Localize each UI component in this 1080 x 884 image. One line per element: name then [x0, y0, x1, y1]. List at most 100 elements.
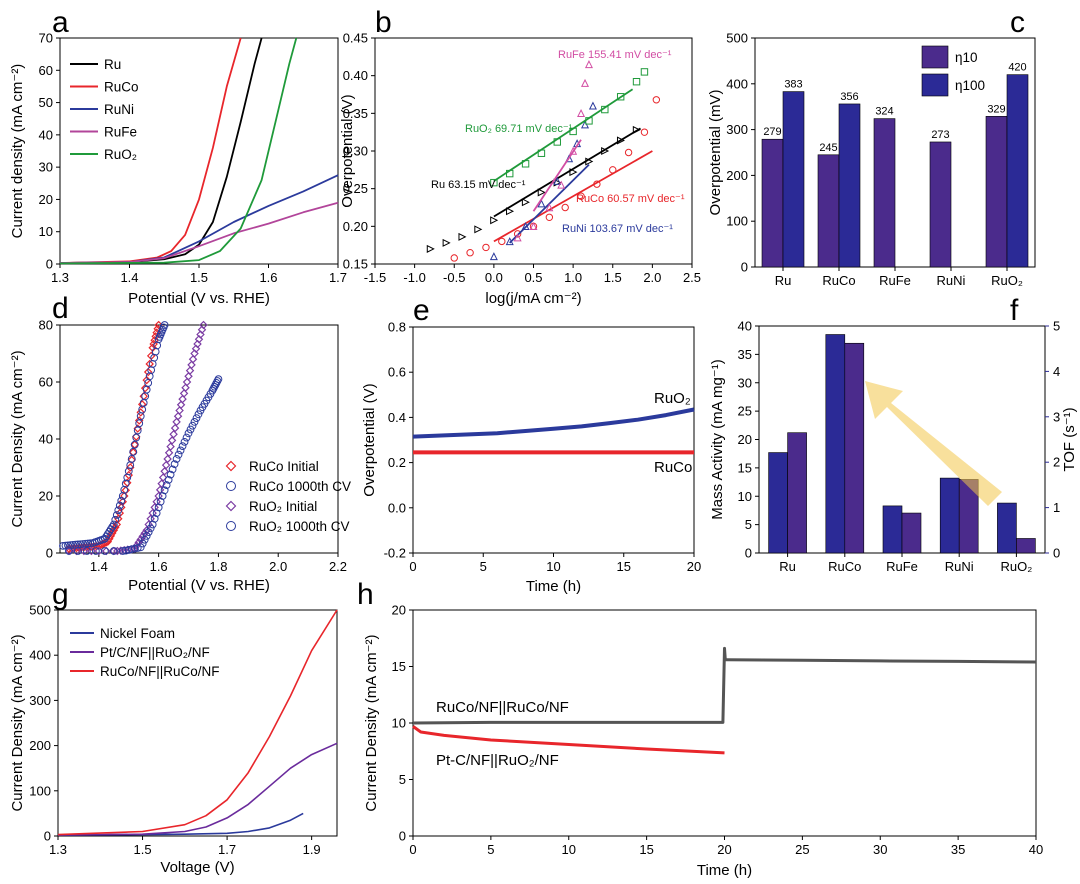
slope-annotation: RuCo 60.57 mV dec⁻¹: [576, 193, 685, 205]
y-tick-label: 0.15: [343, 257, 368, 272]
y2-tick-label: 1: [1053, 500, 1060, 515]
data-point: [184, 372, 193, 381]
data-point: [127, 455, 136, 465]
y-tick-label: 20: [738, 432, 752, 447]
data-point: [489, 252, 498, 261]
data-point: [166, 470, 175, 479]
bar-value-label: 324: [875, 106, 893, 118]
data-point: [450, 254, 458, 262]
y-axis-label: Overpotential (mV): [707, 90, 724, 216]
series-annotation: Pt-C/NF||RuO₂/NF: [436, 752, 559, 769]
x-tick-label: 30: [873, 842, 887, 857]
data-point: [513, 233, 522, 242]
data-point: [213, 377, 222, 385]
y-tick-label: 50: [39, 95, 53, 110]
data-point: [185, 366, 195, 375]
data-point: [83, 547, 91, 555]
data-point: [124, 546, 133, 554]
y-tick-label: 0.40: [343, 68, 368, 83]
fit-line-RuCo: [493, 150, 653, 243]
y-tick-label: 100: [29, 783, 51, 798]
panel-letter-a: a: [52, 6, 69, 39]
data-point: [187, 360, 196, 370]
bar-value-label: 356: [840, 91, 858, 103]
data-point: [176, 400, 186, 410]
x-tick-label: 1.5: [134, 842, 152, 857]
panel-g: 1.3 1.5 1.7 1.9 0 100 200 300 400 500 Voltage (V) C…: [9, 603, 338, 876]
data-point: [135, 419, 144, 428]
y-tick-label: 40: [39, 432, 53, 447]
data-point: [129, 447, 138, 456]
y-tick-label: 400: [726, 76, 748, 91]
y-tick-label: 0.2: [388, 455, 406, 470]
x-tick-label: 1.6: [150, 559, 168, 574]
data-point: [569, 168, 578, 177]
y2-tick-label: 5: [1053, 319, 1060, 334]
x-tick-label: 1.0: [564, 270, 582, 285]
data-point: [178, 442, 187, 451]
data-point: [61, 541, 70, 550]
data-point: [136, 408, 145, 417]
y-tick-label: 0: [46, 257, 53, 272]
series-line-Pt-C/NF||RuO₂/NF: [412, 725, 725, 755]
data-point: [127, 455, 136, 463]
data-point: [176, 446, 185, 455]
x-tick-label: -0.5: [443, 270, 465, 285]
x-tick-label: RuNi: [937, 273, 966, 288]
data-point: [166, 442, 175, 451]
series-line-RuO₂: [412, 407, 695, 439]
y-tick-label: 0.35: [343, 106, 368, 121]
y-tick-label: 0: [399, 829, 406, 844]
legend-label: Nickel Foam: [100, 626, 175, 641]
data-point: [74, 547, 82, 555]
y-tick-label: 100: [726, 214, 748, 229]
data-point: [138, 539, 147, 548]
panel-letter-h: h: [357, 578, 374, 611]
x-tick-label: 1.5: [604, 270, 622, 285]
legend-swatch: [921, 45, 949, 69]
data-point: [164, 475, 173, 484]
y-tick-label: 40: [39, 127, 53, 142]
y-tick-label: 20: [39, 192, 53, 207]
data-point: [624, 148, 633, 157]
data-point: [482, 243, 490, 252]
data-point: [76, 540, 85, 549]
data-point: [577, 192, 585, 200]
data-point: [154, 503, 163, 512]
legend-marker: [225, 500, 237, 512]
panel-d: 1.4 1.6 1.8 2.0 2.2 0 20 40 60 80 Potential (V vs.…: [9, 318, 351, 595]
data-point: [152, 509, 161, 517]
y-tick-label: 0: [745, 546, 752, 561]
bar-tof: [787, 432, 807, 554]
series-annotation: RuCo: [654, 459, 692, 476]
legend-marker: [226, 521, 236, 531]
bar-tof: [1016, 538, 1036, 554]
data-point: [144, 520, 153, 529]
x-tick-label: 2.0: [643, 270, 661, 285]
data-point: [132, 433, 141, 442]
data-point: [545, 203, 554, 212]
data-point: [162, 481, 171, 489]
data-point: [640, 128, 649, 136]
y-tick-label: 10: [738, 489, 752, 504]
data-point: [561, 203, 569, 212]
data-point: [173, 411, 183, 421]
data-point: [121, 546, 130, 555]
data-point: [79, 540, 87, 548]
data-point: [474, 225, 483, 234]
legend-label: RuO₂: [104, 147, 137, 162]
plot-frame: [59, 37, 339, 265]
bar-mass-activity: [825, 334, 846, 554]
data-point: [170, 460, 179, 469]
data-point: [190, 349, 199, 358]
data-point: [212, 379, 221, 387]
data-point: [146, 524, 155, 533]
x-tick-label: 20: [687, 559, 701, 574]
data-point: [136, 543, 145, 552]
slope-annotation: RuNi 103.67 mV dec⁻¹: [562, 223, 673, 235]
fit-line-Ru: [493, 127, 641, 218]
y-tick-label: 200: [726, 168, 748, 183]
y-tick-label: 20: [392, 603, 406, 618]
bar-mass-activity: [939, 477, 960, 554]
y2-axis-label: TOF (s⁻¹): [1061, 407, 1078, 471]
